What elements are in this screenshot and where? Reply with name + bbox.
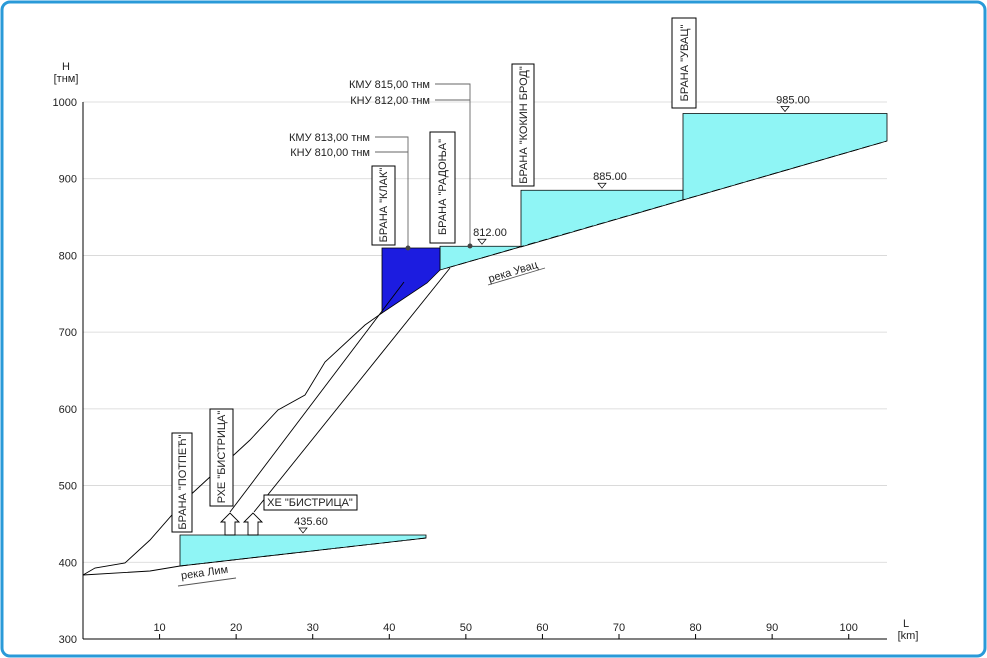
level-label: 435.60: [294, 516, 328, 528]
structure-label: ХЕ "БИСТРИЦА": [267, 497, 353, 509]
y-unit: [тнм]: [54, 73, 79, 85]
klak-reservoir: [381, 247, 441, 314]
level-marker: [477, 238, 487, 245]
arrow: [219, 512, 241, 536]
x-tick-label: 60: [536, 622, 548, 634]
level-marker: [298, 527, 308, 534]
structure-label: БРАНА "КЛАК": [378, 168, 390, 243]
annotation: КНУ 810,00 тнм: [290, 147, 370, 159]
x-tick-label: 70: [613, 622, 625, 634]
y-tick-label: 1000: [53, 97, 77, 109]
leader: [435, 83, 471, 246]
label-box: [429, 131, 456, 244]
terrain: [82, 83, 888, 587]
label-box: [263, 494, 358, 511]
y-tick-label: 800: [59, 250, 77, 262]
y-tick-label: 500: [59, 481, 77, 493]
y-label: H: [62, 61, 70, 73]
arrow: [242, 512, 264, 536]
y-tick-label: 700: [59, 327, 77, 339]
x-label: L: [903, 618, 909, 630]
level-label: 812.00: [473, 227, 507, 239]
level-label: 885.00: [593, 171, 627, 183]
terrain-line: [82, 312, 383, 576]
label-box: [209, 408, 234, 507]
tunnel: [253, 267, 451, 513]
x-unit: [km]: [898, 630, 919, 642]
x-tick-label: 80: [689, 622, 701, 634]
lim-bed: [82, 565, 181, 576]
river-label: река Увац: [487, 259, 540, 286]
x-tick-label: 30: [307, 622, 319, 634]
y-tick-label: 600: [59, 404, 77, 416]
annotation: КМУ 813,00 тнм: [289, 132, 370, 144]
x-tick-label: 40: [383, 622, 395, 634]
y-tick-label: 900: [59, 174, 77, 186]
leader: [375, 136, 409, 248]
reservoir: [682, 113, 888, 201]
structure-label: БРАНА "КОКИН БРОД": [518, 66, 530, 184]
label-box: [671, 17, 697, 109]
leader-dot: [467, 243, 473, 249]
x-tick-label: 100: [840, 622, 858, 634]
label-box: [171, 432, 193, 533]
level-label: 985.00: [776, 95, 810, 107]
structure-label: БРАНА "ПОТПЕЋ": [177, 434, 189, 529]
river-label: река Лим: [180, 564, 229, 582]
level-marker: [597, 182, 607, 189]
river-arrow: [487, 267, 546, 286]
structure-label: БРАНА "УВАЦ": [679, 25, 691, 102]
x-tick-label: 50: [460, 622, 472, 634]
structure-label: РХЕ "БИСТРИЦА": [216, 411, 228, 504]
reservoir: [520, 189, 684, 248]
label-box: [371, 165, 396, 246]
y-tick-label: 400: [59, 557, 77, 569]
lim-bed-dashed: [179, 537, 427, 567]
tunnel: [229, 281, 405, 513]
uvac-bed: [446, 140, 888, 269]
annotation: КМУ 815,00 тнм: [349, 79, 430, 91]
leader-dot: [405, 245, 411, 251]
x-tick-label: 20: [230, 622, 242, 634]
reservoir: [179, 534, 427, 567]
label-box: [511, 63, 535, 187]
level-marker: [780, 106, 790, 113]
river-arrow: [177, 577, 237, 587]
x-tick-label: 10: [153, 622, 165, 634]
y-tick-label: 300: [59, 634, 77, 646]
x-tick-label: 90: [766, 622, 778, 634]
structure-label: БРАНА "РАДОЊА": [437, 139, 449, 235]
annotation: КНУ 812,00 тнм: [350, 95, 430, 107]
